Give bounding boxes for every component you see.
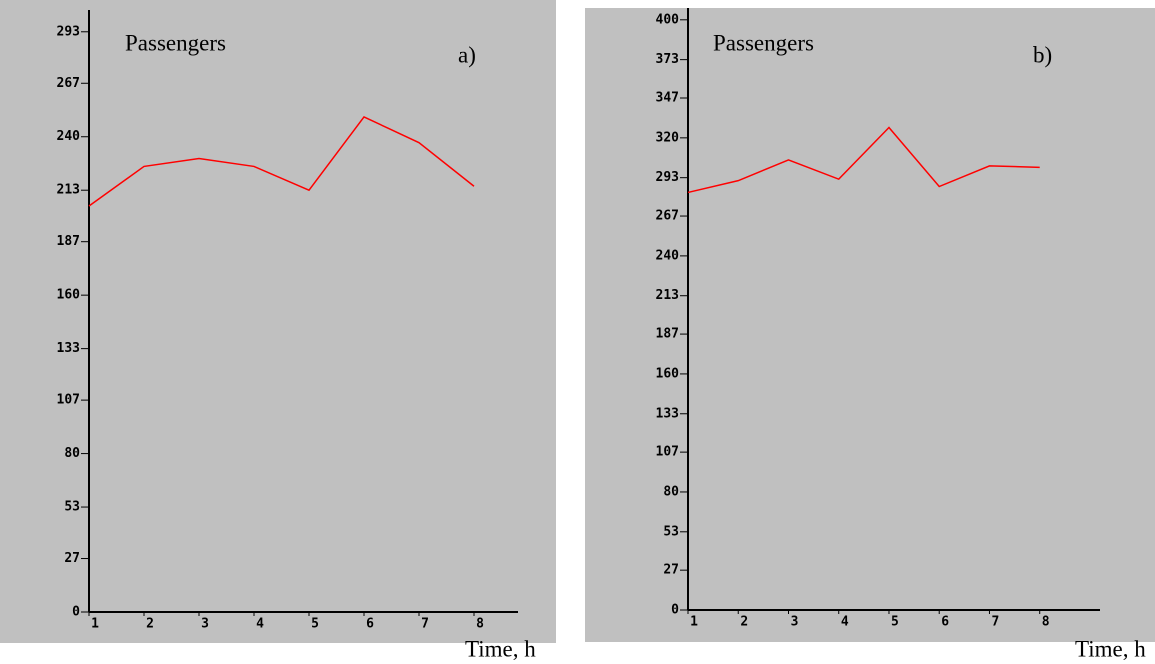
y-tick-label: 0 <box>671 603 679 618</box>
y-tick-label: 267 <box>57 76 80 91</box>
data-line <box>687 126 1040 194</box>
data-line <box>88 115 475 207</box>
x-tick-label: 8 <box>476 617 484 632</box>
y-axis-title: Passengers <box>125 30 226 55</box>
y-tick-label: 400 <box>656 12 680 27</box>
x-tick-label: 3 <box>791 615 799 630</box>
x-axis-title: Time, h <box>1075 636 1146 661</box>
x-tick-label: 1 <box>91 617 99 632</box>
x-tick-label: 2 <box>146 617 154 632</box>
y-tick-label: 80 <box>663 484 679 499</box>
y-tick-label: 347 <box>656 91 679 106</box>
panel-b <box>585 8 1155 642</box>
y-tick-label: 160 <box>656 366 680 381</box>
y-tick-label: 27 <box>663 563 679 578</box>
y-tick-label: 107 <box>57 393 80 408</box>
y-tick-label: 133 <box>656 406 679 421</box>
y-tick-label: 53 <box>64 500 80 515</box>
y-tick-label: 293 <box>656 170 679 185</box>
y-tick-label: 53 <box>663 524 679 539</box>
x-tick-label: 7 <box>421 617 429 632</box>
x-tick-label: 2 <box>740 615 748 630</box>
y-tick-label: 240 <box>656 248 680 263</box>
x-tick-label: 6 <box>366 617 374 632</box>
panel-a <box>0 0 556 643</box>
x-tick-label: 6 <box>941 615 949 630</box>
x-tick-label: 5 <box>311 617 319 632</box>
x-tick-label: 8 <box>1042 615 1050 630</box>
x-tick-label: 4 <box>256 617 264 632</box>
y-tick-label: 267 <box>656 209 679 224</box>
y-tick-label: 133 <box>57 341 80 356</box>
y-tick-label: 0 <box>72 605 80 620</box>
y-tick-label: 213 <box>57 183 80 198</box>
y-tick-label: 187 <box>656 327 679 342</box>
y-tick-label: 373 <box>656 52 679 67</box>
y-tick-label: 240 <box>57 129 81 144</box>
x-tick-label: 1 <box>690 615 698 630</box>
x-axis-title: Time, h <box>465 636 536 661</box>
y-tick-label: 187 <box>57 234 80 249</box>
panel-label: a) <box>458 42 476 67</box>
x-tick-label: 4 <box>841 615 849 630</box>
y-tick-label: 213 <box>656 288 679 303</box>
y-tick-label: 160 <box>57 288 81 303</box>
panel-label: b) <box>1033 42 1052 67</box>
x-tick-label: 7 <box>992 615 1000 630</box>
x-tick-label: 3 <box>201 617 209 632</box>
y-tick-label: 80 <box>64 446 80 461</box>
y-tick-label: 27 <box>64 551 80 566</box>
x-tick-label: 5 <box>891 615 899 630</box>
y-axis-title: Passengers <box>713 30 814 55</box>
y-tick-label: 293 <box>57 24 80 39</box>
y-tick-label: 107 <box>656 445 679 460</box>
y-tick-label: 320 <box>656 130 680 145</box>
